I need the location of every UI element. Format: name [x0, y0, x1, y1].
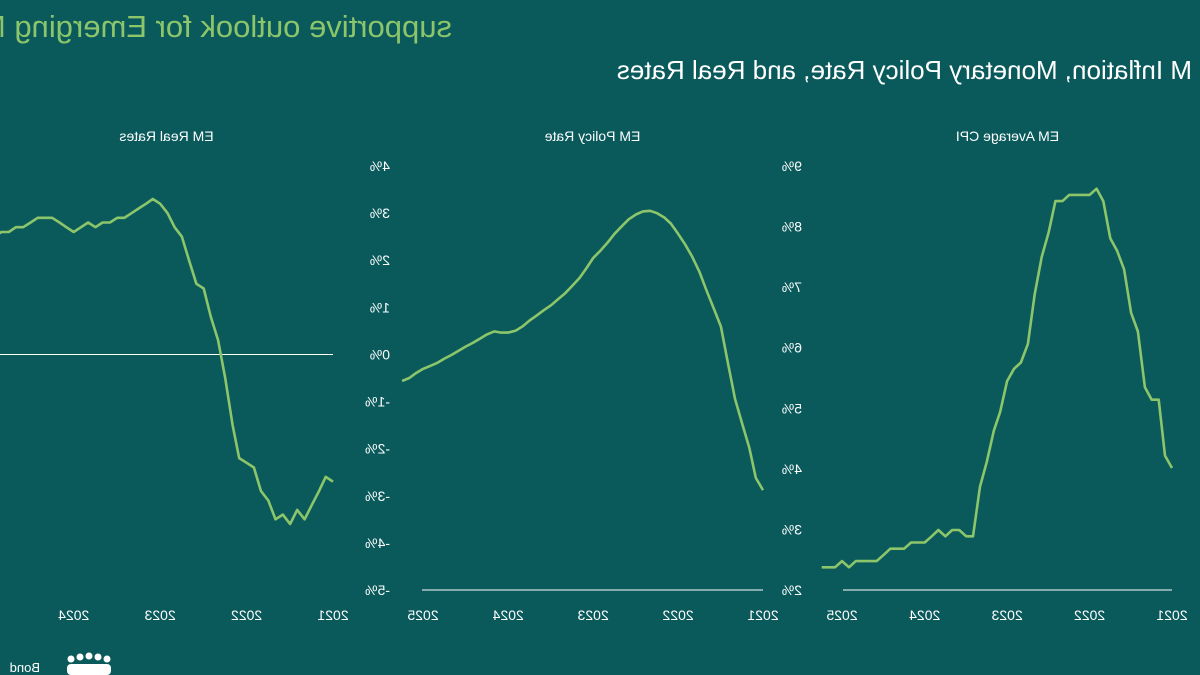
x-tick-label: 2023 — [991, 607, 1022, 623]
x-tick-label: 2024 — [909, 607, 940, 623]
y-tick-label: -3% — [365, 488, 390, 504]
y-tick-label: -5% — [365, 582, 390, 598]
y-tick-label: 0% — [370, 346, 390, 362]
panel-title: EM Policy Rate — [544, 128, 640, 144]
x-tick-label: 2022 — [231, 607, 262, 623]
chart-panel: EM Average CPI 2021 2022 2023 2024 2025 — [821, 128, 1188, 623]
y-tick-label: 1% — [370, 299, 390, 315]
logo-text: Bond — [10, 660, 40, 675]
x-tick-label: 2025 — [826, 607, 857, 623]
x-tick-label: 2025 — [407, 607, 438, 623]
y-tick-label: 3% — [782, 521, 802, 537]
page-subtitle: M Inflation, Monetary Policy Rate, and R… — [617, 55, 1192, 85]
x-tick-label: 2023 — [577, 607, 608, 623]
x-tick-label: 2022 — [1074, 607, 1105, 623]
series-line — [0, 197, 334, 526]
chart-panel: EM Real Rates -5% -4% -3% -2% -1% 0% 1% 2% 3% 4% 20… — [0, 128, 390, 623]
x-tick-label: 2021 — [1156, 607, 1187, 623]
y-tick-label: 6% — [782, 340, 802, 356]
x-tick-label: 2021 — [317, 607, 348, 623]
y-tick-label: -2% — [365, 441, 390, 457]
x-tick-label: 2022 — [662, 607, 693, 623]
y-tick-label: -4% — [365, 535, 390, 551]
y-tick-label: 7% — [782, 279, 802, 295]
y-tick-label: 2% — [370, 252, 390, 268]
x-tick-label: 2024 — [58, 607, 89, 623]
x-tick-label: 2021 — [747, 607, 778, 623]
chart-panel: EM Policy Rate 2% 3% 4% 5% 6% 7% 8% 9% 2021 2022 20… — [401, 128, 802, 623]
x-tick-label: 2024 — [492, 607, 523, 623]
people-logo-icon — [67, 652, 111, 675]
y-tick-label: 5% — [782, 400, 802, 416]
series-line — [821, 187, 1174, 569]
panel-title: EM Average CPI — [956, 128, 1059, 144]
mirrored-figure: supportive outlook for Emerging Markets … — [0, 9, 1192, 675]
panel-title: EM Real Rates — [119, 128, 213, 144]
y-tick-label: 8% — [782, 219, 802, 235]
y-tick-label: -1% — [365, 394, 390, 410]
y-tick-label: 4% — [370, 158, 390, 174]
y-tick-label: 3% — [370, 205, 390, 221]
x-tick-label: 2023 — [144, 607, 175, 623]
y-tick-label: 2% — [782, 582, 802, 598]
logo: Bond — [10, 652, 111, 675]
page-title: supportive outlook for Emerging Markets — [0, 9, 452, 44]
y-tick-label: 9% — [782, 158, 802, 174]
y-tick-label: 4% — [782, 461, 802, 477]
series-line — [401, 209, 765, 491]
